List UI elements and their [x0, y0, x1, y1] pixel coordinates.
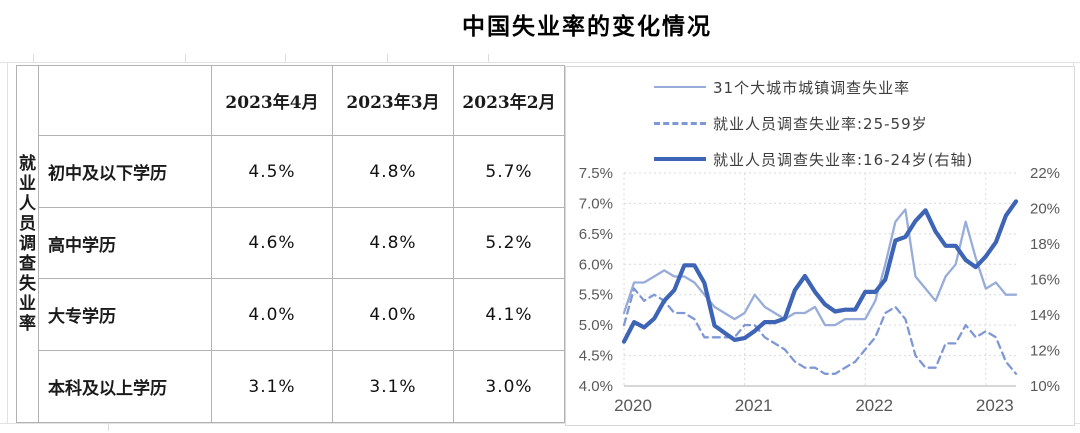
legend-item-25-59: 就业人员调查失业率:25-59岁	[654, 114, 928, 133]
legend-line-solid-light-icon	[654, 85, 706, 89]
table-cell: 4.1%	[454, 279, 564, 350]
table-cell: 3.1%	[212, 351, 332, 422]
sheet-gridline-stub	[285, 54, 286, 63]
table-header-blank	[39, 66, 211, 135]
series-line-1	[622, 287, 1018, 375]
sheet-gridline-stub	[33, 54, 34, 63]
sheet-gridline-stub	[488, 54, 489, 63]
legend-item-31-cities: 31个大城市城镇调查失业率	[654, 78, 911, 97]
x-axis-tick: 2021	[735, 396, 773, 415]
left-axis-tick: 5.5%	[579, 287, 613, 304]
table-header-2023-02: 2023年2月	[454, 66, 564, 135]
legend-label: 就业人员调查失业率:25-59岁	[713, 114, 928, 133]
table-cell: 3.0%	[454, 351, 564, 422]
right-axis-tick: 20%	[1030, 201, 1060, 218]
right-axis-tick: 18%	[1030, 236, 1060, 253]
right-axis-tick: 16%	[1030, 272, 1060, 289]
x-axis-tick: 2023	[976, 396, 1014, 415]
table-cell: 4.6%	[212, 208, 332, 278]
sheet-gridline-stub	[185, 54, 186, 63]
series-line-2	[621, 199, 1019, 344]
table-cell: 3.1%	[333, 351, 453, 422]
page-title: 中国失业率的变化情况	[462, 13, 712, 40]
sheet-gridline-top	[0, 62, 1080, 63]
table-cell: 4.0%	[333, 279, 453, 350]
table-cell: 4.8%	[333, 136, 453, 207]
right-axis-tick: 22%	[1030, 165, 1060, 182]
table-cell: 5.2%	[454, 208, 564, 278]
sheet-gridline-left	[7, 62, 8, 423]
table-vertical-header-label: 就业人员调查失业率	[19, 154, 36, 334]
left-axis-tick: 4.5%	[579, 348, 613, 365]
x-axis-tick: 2022	[855, 396, 893, 415]
sheet-gridline-bottom	[0, 423, 1080, 424]
table-header-2023-03: 2023年3月	[333, 66, 453, 135]
sheet-gridline-stub	[387, 54, 388, 63]
table-cell: 4.0%	[212, 279, 332, 350]
table-cell: 5.7%	[454, 136, 564, 207]
right-axis-tick: 14%	[1030, 307, 1060, 324]
right-axis-tick: 12%	[1030, 343, 1060, 360]
table-cell: 4.8%	[333, 208, 453, 278]
left-axis-tick: 4.0%	[579, 378, 613, 395]
left-axis-tick: 6.0%	[579, 256, 613, 273]
legend-line-dashed-icon	[654, 121, 706, 125]
x-axis-tick: 2020	[614, 396, 652, 415]
table-row-label: 大专学历	[39, 279, 211, 350]
table-row-label: 本科及以上学历	[39, 351, 211, 422]
table-vertical-header: 就业人员调查失业率	[17, 66, 38, 422]
unemployment-line-chart: 31个大城市城镇调查失业率 就业人员调查失业率:25-59岁 就业人员调查失业率…	[565, 66, 1075, 426]
left-axis-tick: 5.0%	[579, 317, 613, 334]
table-cell: 4.5%	[212, 136, 332, 207]
right-axis-tick: 10%	[1030, 378, 1060, 395]
table-row-label: 高中学历	[39, 208, 211, 278]
left-axis-tick: 6.5%	[579, 226, 613, 243]
education-unemployment-table: 就业人员调查失业率 2023年4月 2023年3月 2023年2月 初中及以下学…	[16, 65, 565, 423]
left-axis-tick: 7.5%	[579, 165, 613, 182]
legend-line-solid-thick-icon	[654, 156, 706, 162]
legend-label: 就业人员调查失业率:16-24岁(右轴)	[713, 150, 974, 169]
table-header-2023-04: 2023年4月	[212, 66, 332, 135]
sheet-gridline-stub	[108, 422, 109, 431]
chart-plot-area: 7.5% 7.0% 6.5% 6.0% 5.5% 5.0% 4.5% 4.0% 22% 20% 18…	[579, 165, 1060, 415]
legend-item-16-24: 就业人员调查失业率:16-24岁(右轴)	[654, 150, 974, 169]
table-row-label: 初中及以下学历	[39, 136, 211, 207]
legend-label: 31个大城市城镇调查失业率	[713, 78, 911, 97]
series-line-0	[622, 208, 1018, 327]
left-axis-tick: 7.0%	[579, 195, 613, 212]
